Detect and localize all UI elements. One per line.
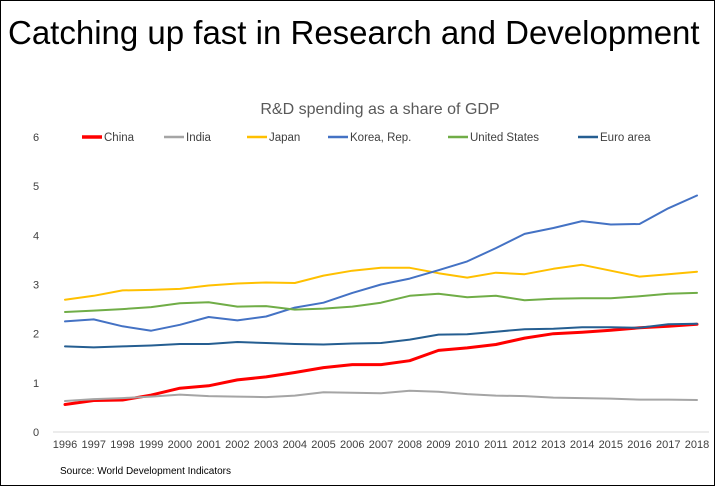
- y-tick-label: 4: [33, 230, 39, 242]
- series-line-korea-rep: [64, 194, 698, 332]
- x-tick-label: 1999: [139, 439, 163, 451]
- legend-label: Korea, Rep.: [350, 132, 411, 144]
- x-tick-label: 2015: [599, 439, 623, 451]
- x-tick-label: 2001: [196, 439, 220, 451]
- slide-title: Catching up fast in Research and Develop…: [8, 14, 700, 51]
- series-line-china: [63, 322, 699, 406]
- x-tick-label: 2006: [340, 439, 364, 451]
- legend-label: India: [186, 132, 212, 144]
- x-tick-label: 2002: [225, 439, 249, 451]
- x-tick-label: 2000: [168, 439, 192, 451]
- x-tick-label: 2016: [627, 439, 651, 451]
- x-tick-label: 2013: [541, 439, 565, 451]
- x-tick-label: 2004: [283, 439, 307, 451]
- series-line-euro-area: [64, 322, 698, 349]
- x-tick-label: 1997: [81, 439, 105, 451]
- x-tick-label: 2011: [484, 439, 508, 451]
- y-tick-label: 1: [33, 378, 39, 390]
- x-tick-label: 2014: [570, 439, 594, 451]
- x-tick-label: 1998: [110, 439, 134, 451]
- y-tick-label: 5: [33, 181, 39, 193]
- series-line-japan: [64, 263, 698, 301]
- legend-label: China: [104, 132, 135, 144]
- x-tick-label: 2003: [254, 439, 278, 451]
- source-note: Source: World Development Indicators: [60, 466, 232, 477]
- x-tick-label: 1996: [53, 439, 77, 451]
- y-tick-label: 0: [33, 427, 39, 439]
- x-tick-label: 2018: [685, 439, 709, 451]
- legend-label: Japan: [269, 132, 300, 144]
- y-tick-label: 3: [33, 280, 39, 292]
- series-line-india: [64, 389, 698, 402]
- y-tick-label: 6: [33, 132, 39, 144]
- x-tick-label: 2008: [397, 439, 421, 451]
- x-tick-label: 2007: [369, 439, 393, 451]
- x-tick-label: 2017: [656, 439, 680, 451]
- x-tick-label: 2010: [455, 439, 479, 451]
- chart-title: R&D spending as a share of GDP: [260, 101, 499, 118]
- y-tick-label: 2: [33, 329, 39, 341]
- legend-label: United States: [470, 132, 539, 144]
- series-line-united-states: [64, 291, 698, 313]
- legend-label: Euro area: [600, 132, 651, 144]
- x-tick-label: 2012: [512, 439, 536, 451]
- x-tick-label: 2005: [311, 439, 335, 451]
- x-tick-label: 2009: [426, 439, 450, 451]
